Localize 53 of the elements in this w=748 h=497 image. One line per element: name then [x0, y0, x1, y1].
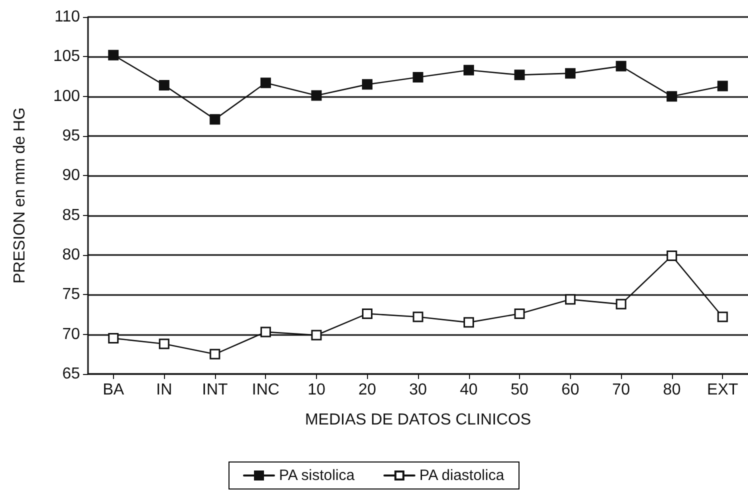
y-tick-label: 95: [62, 128, 80, 144]
point: [362, 79, 372, 90]
x-tick-label: 70: [612, 382, 630, 398]
y-tick-label: 65: [62, 366, 80, 382]
y-tick-label: 105: [53, 48, 80, 66]
legend-label: PA sistolica: [278, 467, 356, 484]
point: [717, 312, 728, 322]
x-tick-label: 40: [460, 382, 478, 398]
point: [108, 333, 119, 344]
point: [158, 338, 170, 350]
y-tick-label: 100: [53, 88, 80, 105]
point: [717, 80, 728, 92]
y-tick-label: 75: [62, 286, 80, 304]
y-tick-label: 90: [62, 167, 80, 184]
point: [260, 78, 271, 88]
x-tick-label: 50: [510, 382, 529, 398]
point: [362, 308, 372, 319]
x-tick-label: 20: [358, 382, 376, 398]
point: [412, 312, 424, 322]
point: [108, 50, 119, 60]
x-tick-label: EXT: [707, 382, 738, 398]
x-tick-label: 80: [662, 382, 681, 398]
x-tick-label: 60: [561, 382, 580, 398]
legend-label: PA diastolica: [419, 467, 505, 484]
point: [514, 308, 525, 319]
point: [514, 70, 525, 80]
point: [565, 294, 576, 305]
x-tick-label: 30: [409, 382, 427, 398]
point: [616, 298, 626, 310]
point: [464, 64, 474, 76]
x-tick-label: 10: [308, 382, 326, 398]
point: [666, 91, 678, 102]
x-tick-label: BA: [102, 382, 124, 398]
point: [311, 330, 322, 340]
point: [565, 68, 576, 79]
point: [158, 80, 170, 90]
point: [412, 72, 424, 83]
x-tick-label: INC: [252, 382, 280, 398]
point: [464, 317, 474, 328]
point: [616, 60, 626, 72]
y-tick-label: 70: [62, 326, 80, 343]
y-axis-title: PRESION en mm de HG: [12, 107, 28, 284]
x-tick-label: IN: [156, 382, 172, 398]
point: [210, 114, 220, 125]
point: [260, 326, 271, 338]
point: [666, 250, 678, 262]
x-axis-title: MEDIAS DE DATOS CLINICOS: [304, 412, 532, 428]
x-tick-label: INT: [202, 382, 228, 398]
y-tick-label: 110: [54, 8, 80, 26]
point: [210, 348, 220, 360]
y-tick-label: 80: [62, 246, 80, 264]
point: [311, 90, 322, 101]
y-tick-label: 85: [62, 206, 80, 224]
